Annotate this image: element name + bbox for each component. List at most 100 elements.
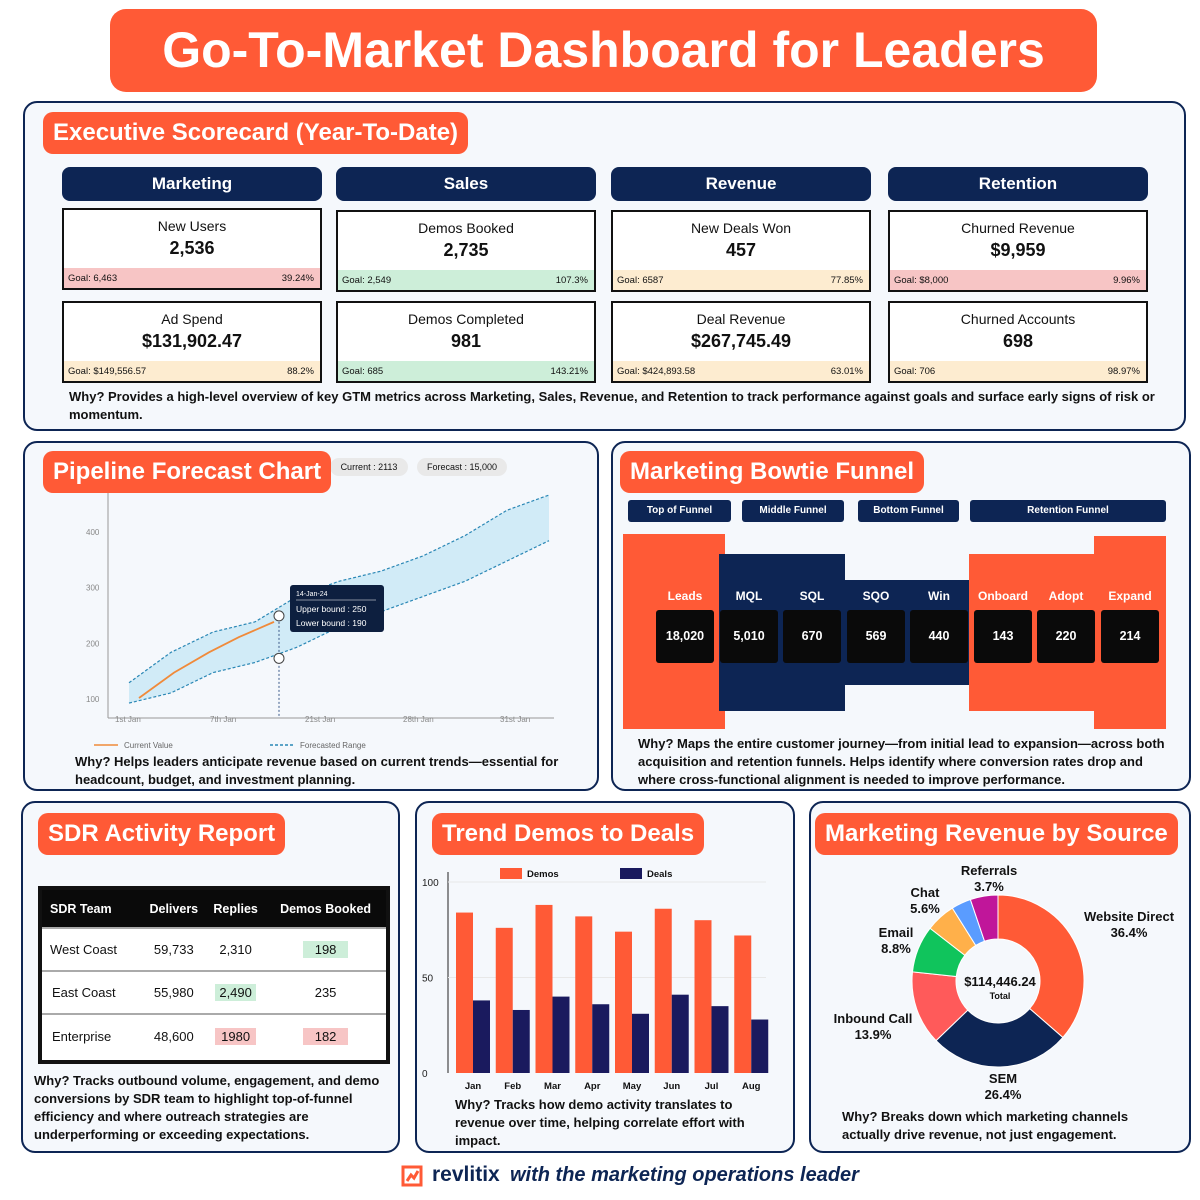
label-website-direct: Website Direct 36.4% bbox=[1083, 909, 1175, 940]
donut-slice-other bbox=[969, 894, 999, 942]
stage-label-sql: SQL bbox=[799, 589, 825, 603]
kpi-label: Churned Accounts bbox=[960, 311, 1076, 327]
stage-label-leads: Leads bbox=[667, 589, 703, 603]
sdr-delivers: 55,980 bbox=[153, 985, 194, 1000]
section-bottom-funnel: Bottom Funnel bbox=[858, 500, 959, 522]
table-row: Enterprise 48,600 1980 182 bbox=[42, 1014, 386, 1057]
x-tick-label: 31st Jan bbox=[500, 715, 530, 724]
source-heading: Marketing Revenue by Source bbox=[815, 813, 1178, 855]
sdr-replies: 1980 bbox=[215, 1027, 257, 1045]
kpi-goal: Goal: 6587 bbox=[617, 275, 664, 286]
sdr-team: West Coast bbox=[50, 942, 117, 957]
y-tick-label: 0 bbox=[422, 1069, 428, 1080]
stage-value-leads: 18,020 bbox=[656, 610, 714, 663]
kpi-label: Deal Revenue bbox=[696, 311, 786, 327]
bar-deals bbox=[552, 996, 570, 1073]
sdr-table: SDR Team Delivers Replies Demos Booked W… bbox=[38, 886, 390, 1064]
sdr-replies: 2,310 bbox=[219, 942, 252, 957]
kpi-value: 2,735 bbox=[443, 240, 489, 260]
kpi-goal-bar: Goal: 706 98.97% bbox=[890, 361, 1146, 381]
y-tick-label: 100 bbox=[86, 695, 100, 704]
stage-label-sqo: SQO bbox=[862, 589, 890, 603]
tooltip-upper: Upper bound : 250 bbox=[296, 604, 367, 614]
pipeline-heading: Pipeline Forecast Chart bbox=[43, 451, 332, 493]
bar-deals bbox=[751, 1019, 769, 1073]
bar-demos bbox=[456, 912, 473, 1073]
legend-current-label: Current Value bbox=[124, 741, 173, 750]
bar-deals bbox=[711, 1006, 729, 1073]
kpi-goal: Goal: $149,556.57 bbox=[68, 366, 147, 377]
kpi-goal: Goal: 706 bbox=[894, 366, 936, 377]
kpi-goal: Goal: 2,549 bbox=[342, 275, 392, 286]
bar-deals bbox=[632, 1013, 649, 1073]
sdr-col-delivers: Delivers bbox=[149, 901, 199, 916]
section-middle-funnel: Middle Funnel bbox=[742, 500, 844, 522]
section-retention-funnel: Retention Funnel bbox=[970, 500, 1166, 522]
bar-demos bbox=[615, 931, 632, 1073]
kpi-value: 981 bbox=[450, 331, 482, 351]
section-top-of-funnel: Top of Funnel bbox=[628, 500, 731, 522]
bowtie-heading: Marketing Bowtie Funnel bbox=[620, 451, 925, 493]
donut-total: $114,446.24 bbox=[964, 974, 1036, 989]
y-tick-label: 100 bbox=[422, 878, 439, 889]
kpi-card-new-deals-won: New Deals Won 457 Goal: 6587 77.85% bbox=[611, 210, 871, 292]
kpi-value: 457 bbox=[725, 240, 757, 260]
kpi-label: Demos Completed bbox=[408, 311, 524, 327]
sdr-delivers: 59,733 bbox=[153, 942, 194, 957]
bar-deals bbox=[671, 994, 689, 1073]
x-tick-label: Jul bbox=[705, 1081, 719, 1092]
source-panel bbox=[809, 801, 1191, 1153]
label-referrals: Referrals 3.7% bbox=[960, 863, 1018, 894]
tooltip-date: 14-Jan-24 bbox=[296, 591, 328, 598]
kpi-goal: Goal: $8,000 bbox=[894, 275, 949, 286]
scorecard-header-marketing: Marketing bbox=[62, 167, 322, 201]
bar-deals bbox=[473, 1000, 490, 1073]
bar-demos bbox=[575, 916, 593, 1073]
tooltip-box bbox=[290, 585, 384, 632]
sdr-team: East Coast bbox=[52, 985, 116, 1000]
kpi-card-deal-revenue: Deal Revenue $267,745.49 Goal: $424,893.… bbox=[611, 301, 871, 383]
x-tick-label: 21st Jan bbox=[305, 715, 335, 724]
bar-demos bbox=[734, 935, 752, 1073]
y-tick-label: 200 bbox=[86, 639, 100, 648]
kpi-percent: 88.2% bbox=[287, 366, 314, 377]
sdr-delivers: 48,600 bbox=[153, 1028, 194, 1044]
source-donut bbox=[911, 894, 1085, 1068]
label-sem: SEM 26.4% bbox=[984, 1071, 1022, 1102]
sdr-col-replies: Replies bbox=[213, 901, 258, 916]
x-tick-label: 1st Jan bbox=[115, 715, 141, 724]
scorecard-why: Why? Provides a high-level overview of k… bbox=[69, 389, 1155, 422]
kpi-card-churned-revenue: Churned Revenue $9,959 Goal: $8,000 9.96… bbox=[888, 210, 1148, 292]
stage-label-mql: MQL bbox=[735, 589, 763, 603]
kpi-goal-bar: Goal: 685 143.21% bbox=[338, 361, 594, 381]
sdr-why: Why? Tracks outbound volume, engagement,… bbox=[34, 1073, 380, 1142]
kpi-label: Ad Spend bbox=[161, 311, 223, 327]
stage-label-expand: Expand bbox=[1108, 589, 1152, 603]
upper-marker bbox=[273, 610, 285, 622]
kpi-card-demos-booked: Demos Booked 2,735 Goal: 2,549 107.3% bbox=[336, 210, 596, 292]
sdr-demos: 182 bbox=[302, 1027, 349, 1045]
kpi-goal: Goal: $424,893.58 bbox=[617, 366, 696, 377]
bar-demos bbox=[694, 920, 712, 1073]
kpi-label: Demos Booked bbox=[418, 220, 514, 236]
label-chat: Chat 5.6% bbox=[910, 885, 940, 916]
kpi-card-churned-accounts: Churned Accounts 698 Goal: 706 98.97% bbox=[888, 301, 1148, 383]
bar-demos bbox=[535, 904, 553, 1073]
sdr-heading: SDR Activity Report bbox=[38, 813, 286, 855]
revlitix-logo-icon bbox=[401, 1165, 423, 1187]
kpi-card-new-users: New Users 2,536 Goal: 6,463 39.24% bbox=[62, 208, 322, 290]
label-inbound-call: Inbound Call 13.9% bbox=[833, 1011, 913, 1042]
kpi-percent: 143.21% bbox=[550, 366, 588, 377]
pipeline-why: Why? Helps leaders anticipate revenue ba… bbox=[75, 754, 559, 787]
kpi-label: New Users bbox=[157, 218, 227, 234]
y-tick-label: 50 bbox=[422, 974, 434, 985]
stage-value-onboard: 143 bbox=[974, 610, 1032, 663]
footer-brand: revlitix bbox=[432, 1163, 500, 1186]
kpi-label: Churned Revenue bbox=[961, 220, 1075, 236]
kpi-value: $131,902.47 bbox=[141, 331, 243, 351]
current-badge: Current : 2113 bbox=[330, 458, 408, 476]
current-value-line bbox=[138, 621, 275, 699]
x-tick-label: Jun bbox=[663, 1081, 680, 1092]
legend-forecast-label: Forecasted Range bbox=[300, 741, 366, 750]
